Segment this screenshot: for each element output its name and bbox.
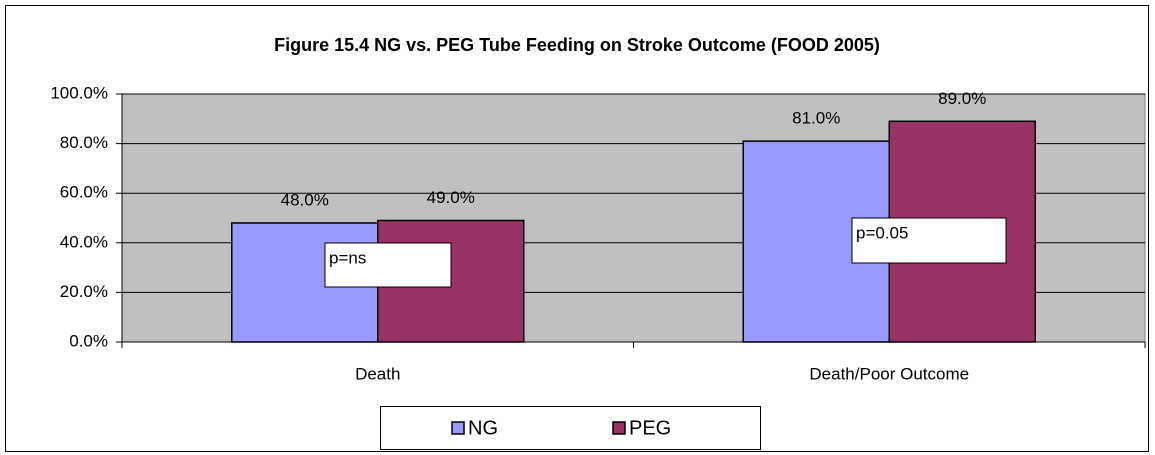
legend-swatch xyxy=(612,421,626,435)
chart-title: Figure 15.4 NG vs. PEG Tube Feeding on S… xyxy=(274,35,880,55)
y-tick-label: 20.0% xyxy=(60,282,108,301)
legend-label: PEG xyxy=(629,417,671,439)
legend-swatch xyxy=(451,421,465,435)
y-tick-label: 60.0% xyxy=(60,183,108,202)
y-tick-label: 80.0% xyxy=(60,133,108,152)
legend-label: NG xyxy=(468,417,498,439)
y-tick-label: 100.0% xyxy=(50,83,108,102)
x-tick-label: Death/Poor Outcome xyxy=(809,364,969,383)
annotation-box xyxy=(851,217,1007,264)
legend-box xyxy=(380,406,761,450)
y-tick-label: 0.0% xyxy=(69,331,108,350)
y-tick-label: 40.0% xyxy=(60,232,108,251)
value-label: 81.0% xyxy=(792,109,840,128)
value-label: 48.0% xyxy=(281,190,329,209)
annotation: p=0.05 xyxy=(856,223,908,242)
value-label: 89.0% xyxy=(938,89,986,108)
x-tick-label: Death xyxy=(355,364,400,383)
value-label: 49.0% xyxy=(427,188,475,207)
annotation: p=ns xyxy=(329,248,366,267)
annotation-box xyxy=(324,242,452,288)
